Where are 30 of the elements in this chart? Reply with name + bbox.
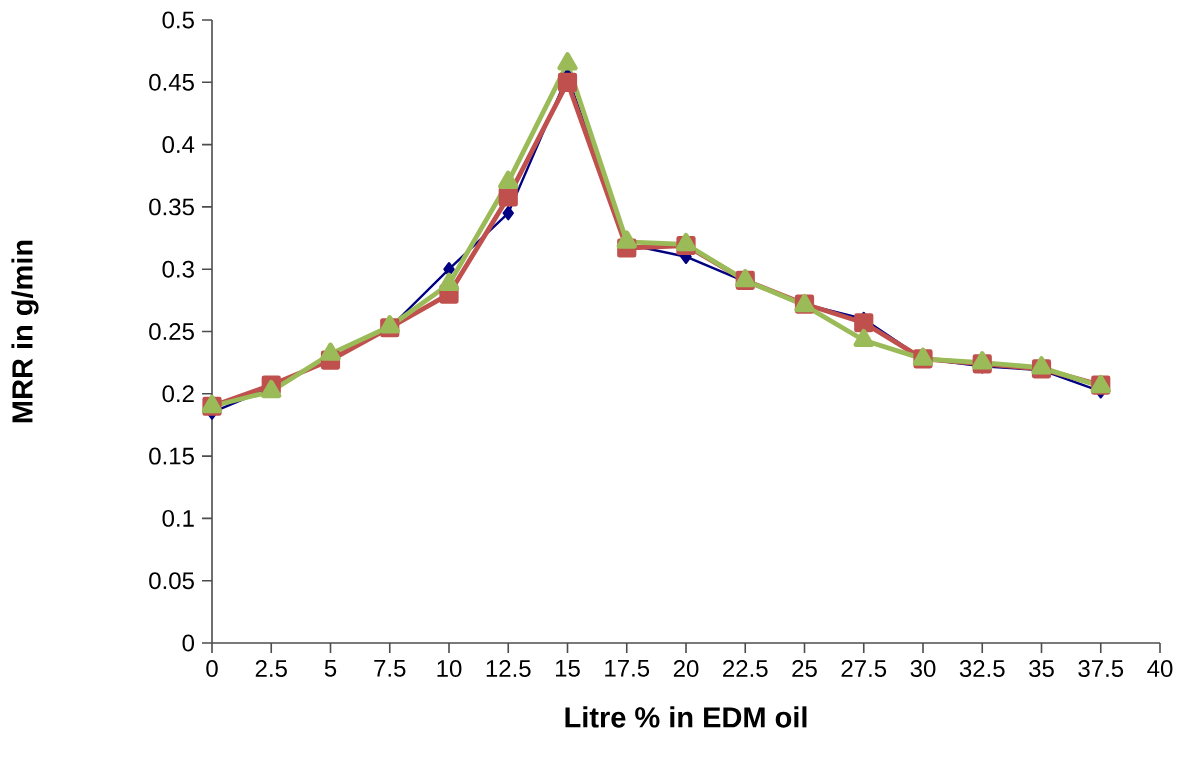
x-tick-label: 7.5 xyxy=(374,660,406,677)
x-tick-label: 20 xyxy=(673,660,699,678)
y-tick-label: 0.05 xyxy=(149,572,194,590)
x-axis-title: Litre % in EDM oil xyxy=(565,706,807,728)
y-tick-label: 0 xyxy=(182,634,195,652)
y-tick-label: 0.2 xyxy=(162,385,194,403)
y-tick-label: 0.3 xyxy=(162,260,194,278)
x-tick-label: 12.5 xyxy=(486,660,531,678)
x-tick-label: 5 xyxy=(324,660,337,677)
y-tick-label: 0.1 xyxy=(162,509,194,527)
x-tick-label: 17.5 xyxy=(605,660,650,677)
x-tick-label: 25 xyxy=(792,660,817,678)
y-tick-label: 0.4 xyxy=(162,136,195,154)
x-tick-label: 32.5 xyxy=(959,660,1005,678)
x-tick-label: 27.5 xyxy=(841,660,887,678)
x-tick-label: 22.5 xyxy=(723,660,768,678)
x-tick-label: 10 xyxy=(437,660,462,678)
x-tick-label: 0 xyxy=(206,660,218,678)
y-tick-label: 0.45 xyxy=(149,73,194,91)
y-tick-label: 0.15 xyxy=(149,447,194,465)
y-tick-label: 0.5 xyxy=(162,11,194,29)
y-tick-label: 0.25 xyxy=(149,323,194,340)
x-tick-label: 37.5 xyxy=(1078,660,1124,678)
y-tick-label: 0.35 xyxy=(149,198,194,216)
x-tick-label: 30 xyxy=(910,660,936,678)
x-tick-label: 15 xyxy=(555,660,580,677)
y-axis-title: MRR in g/min xyxy=(11,240,39,423)
x-tick-label: 40 xyxy=(1147,660,1173,678)
x-tick-label: 35 xyxy=(1029,660,1054,678)
x-tick-label: 2.5 xyxy=(255,660,287,678)
